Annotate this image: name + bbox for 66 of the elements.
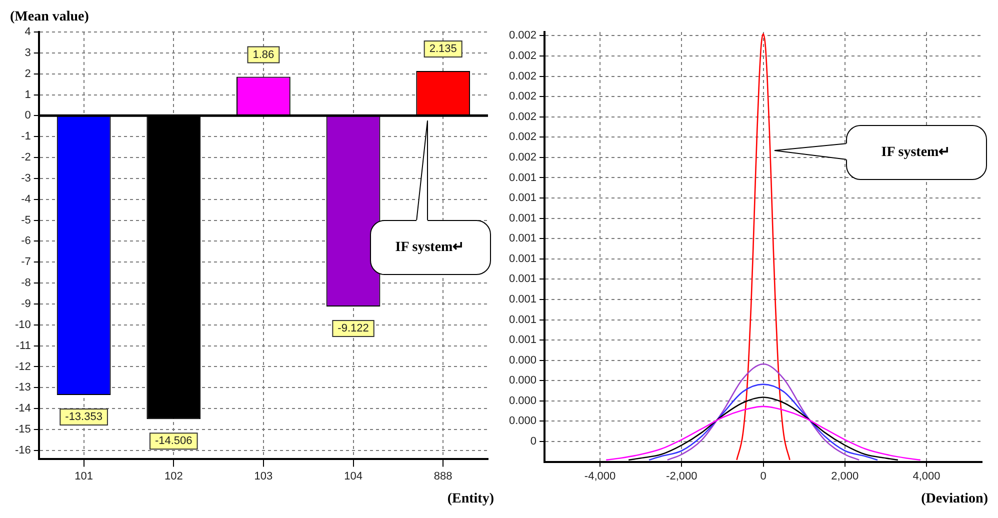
y-tick-label: 0.001 [508,273,537,286]
y-tick-label: -11 [16,340,31,352]
y-tick-label: -8 [21,277,31,290]
y-tick-label: -5 [21,214,31,226]
y-tick-label: -16 [14,444,31,456]
y-tick-label: 0.001 [508,212,537,224]
x-tick-label: 2,000 [831,470,859,482]
y-tick-label: 0.000 [508,354,537,366]
annotation: IF system↵ [846,125,986,179]
data-label: -9.122 [338,322,369,335]
y-tick-label: -15 [14,424,31,436]
y-tick-label: 2 [24,68,31,80]
y-tick-label: 0.000 [508,415,537,428]
y-tick-label: 0 [24,110,31,122]
y-tick-label: 4 [24,26,31,38]
y-tick-label: -10 [14,318,31,331]
y-tick-label: 0.001 [508,192,537,204]
y-tick-label: 0.001 [508,334,537,346]
y-tick-label: 0.002 [508,30,537,42]
y-tick-label: 0.002 [508,151,537,164]
line-series [606,406,922,461]
y-tick-label: -4 [21,193,31,206]
y-tick-label: 0.001 [508,172,537,184]
x-tick-label: 888 [434,470,452,482]
y-tick-label: 0.002 [508,131,537,144]
x-tick-label: 102 [164,470,183,482]
x-axis-title: (Deviation) [921,492,988,507]
y-tick-label: 0.001 [508,252,537,265]
data-label: -14.506 [154,435,192,448]
y-tick-label: 0.000 [508,374,537,387]
y-tick-label: -12 [14,360,31,373]
x-tick-label: 103 [254,470,273,482]
y-tick-label: 0.002 [508,90,537,103]
x-axis-title: (Entity) [447,492,494,507]
y-tick-label: -6 [21,235,31,248]
y-tick-label: 0.001 [508,314,537,326]
y-tick-label: 0.002 [508,70,537,82]
x-tick-label: -4,000 [584,470,616,482]
y-tick-label: 0.001 [508,294,537,306]
x-tick-label: 4,000 [912,470,940,482]
x-tick-label: -2,000 [666,470,698,482]
data-label: 2.135 [429,43,457,56]
y-axis-title: (Mean value) [10,10,90,25]
line-series [648,384,878,461]
y-tick-label: 0.002 [508,50,537,62]
y-tick-label: 1 [24,88,31,101]
y-tick-label: -13 [14,382,31,394]
y-tick-label: -14 [14,402,31,415]
y-tick-label: -3 [21,172,31,184]
y-tick-label: 3 [24,46,31,59]
x-tick-label: 104 [344,470,362,482]
x-tick-label: 101 [74,470,93,482]
x-tick-label: 0 [760,470,766,482]
data-label: 1.86 [252,48,274,61]
y-tick-label: 0.000 [508,394,537,407]
y-tick-label: -2 [21,152,31,164]
y-tick-label: 0 [530,436,537,448]
annotation: IF system↵ [370,220,490,274]
data-label: -13.353 [65,411,102,424]
y-tick-label: -1 [21,130,31,143]
y-tick-label: 0.001 [508,232,537,245]
line-series [666,363,860,461]
y-tick-label: -7 [21,256,31,268]
line-series [736,33,790,461]
y-tick-label: 0.002 [508,110,537,123]
y-tick-label: -9 [21,298,31,310]
